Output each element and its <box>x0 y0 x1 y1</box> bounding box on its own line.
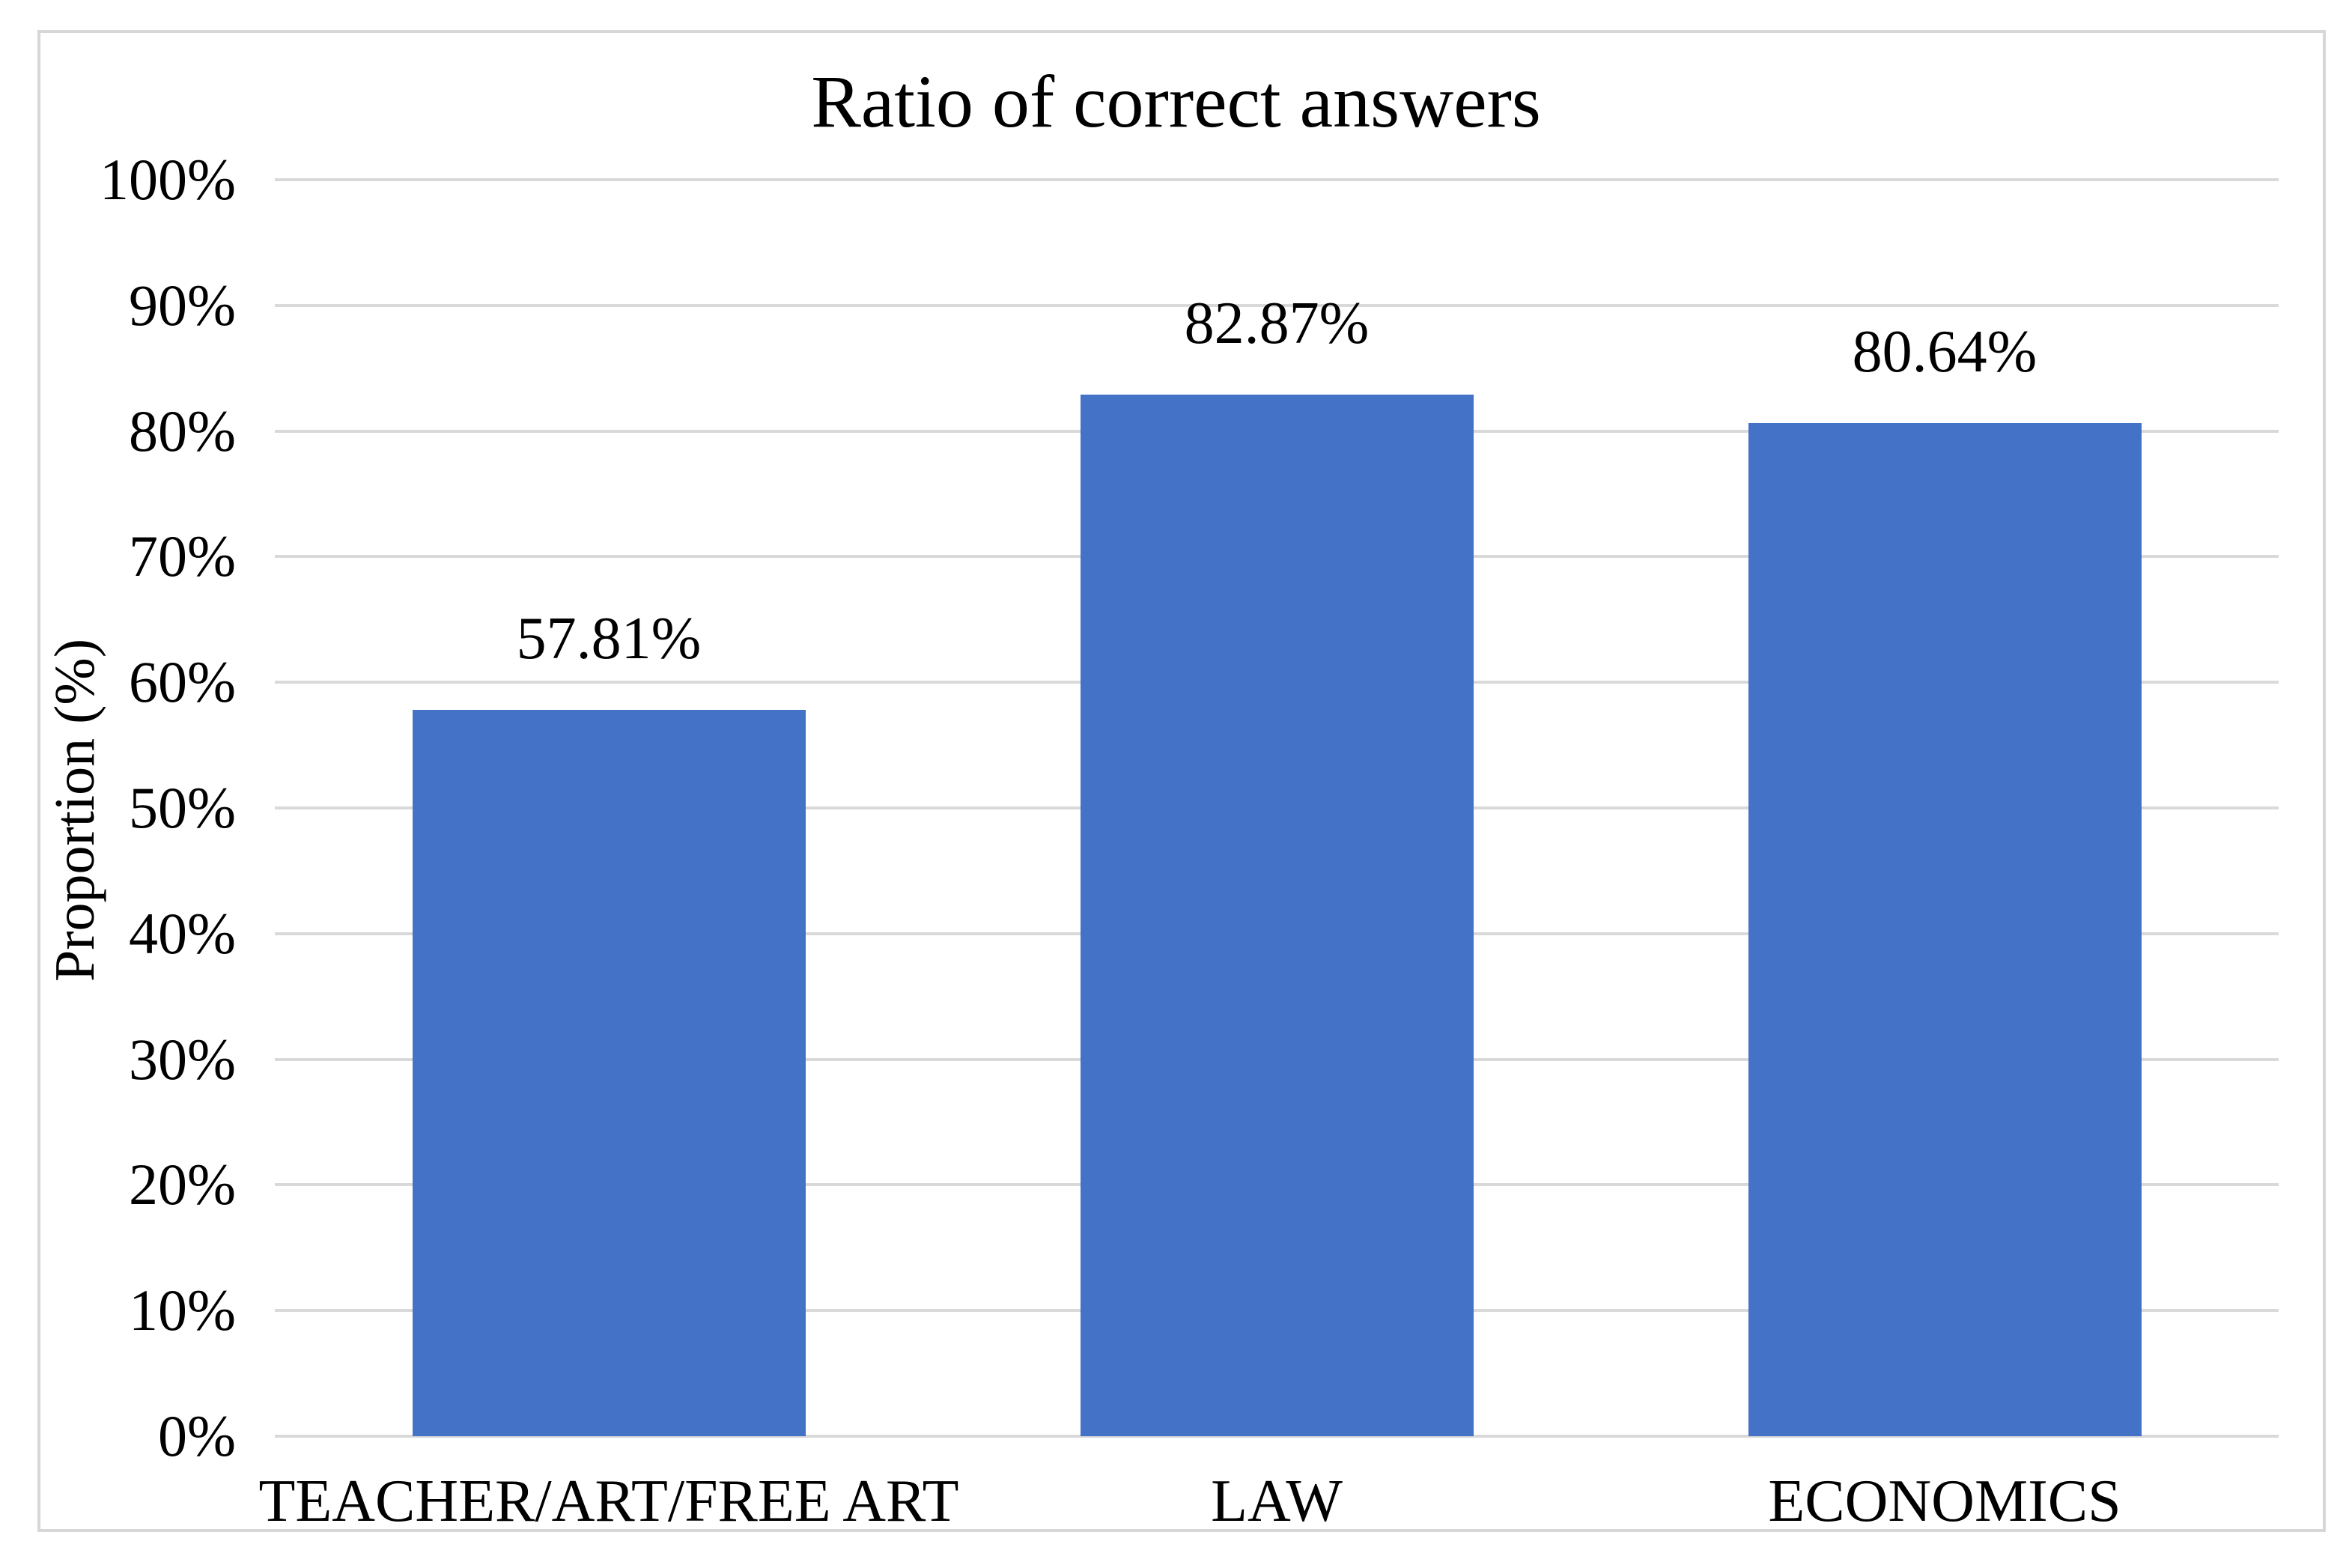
y-tick-label: 70% <box>129 523 236 589</box>
bar-value-label: 80.64% <box>1852 319 2038 385</box>
gridline <box>275 178 2279 181</box>
bar-2 <box>1081 395 1474 1436</box>
y-tick-label: 10% <box>129 1277 236 1343</box>
chart-title: Ratio of correct answers <box>811 60 1541 143</box>
x-category-label: ECONOMICS <box>1768 1468 2121 1534</box>
gridline <box>275 1435 2279 1438</box>
y-tick-label: 80% <box>129 398 236 464</box>
x-category-label: TEACHER/ART/FREE ART <box>258 1468 959 1534</box>
bar-3 <box>1748 423 2142 1436</box>
y-tick-label: 40% <box>129 900 236 966</box>
bar-1 <box>413 710 806 1436</box>
y-tick-label: 100% <box>100 147 236 212</box>
bar-value-label: 82.87% <box>1184 291 1370 356</box>
x-category-label: LAW <box>1211 1468 1343 1534</box>
y-tick-label: 0% <box>158 1403 236 1468</box>
y-tick-label: 60% <box>129 649 236 715</box>
y-tick-label: 20% <box>129 1152 236 1218</box>
y-tick-label: 50% <box>129 775 236 840</box>
y-tick-label: 30% <box>129 1026 236 1092</box>
gridline <box>275 303 2279 307</box>
y-tick-label: 90% <box>129 272 236 338</box>
bar-value-label: 57.81% <box>516 606 702 672</box>
